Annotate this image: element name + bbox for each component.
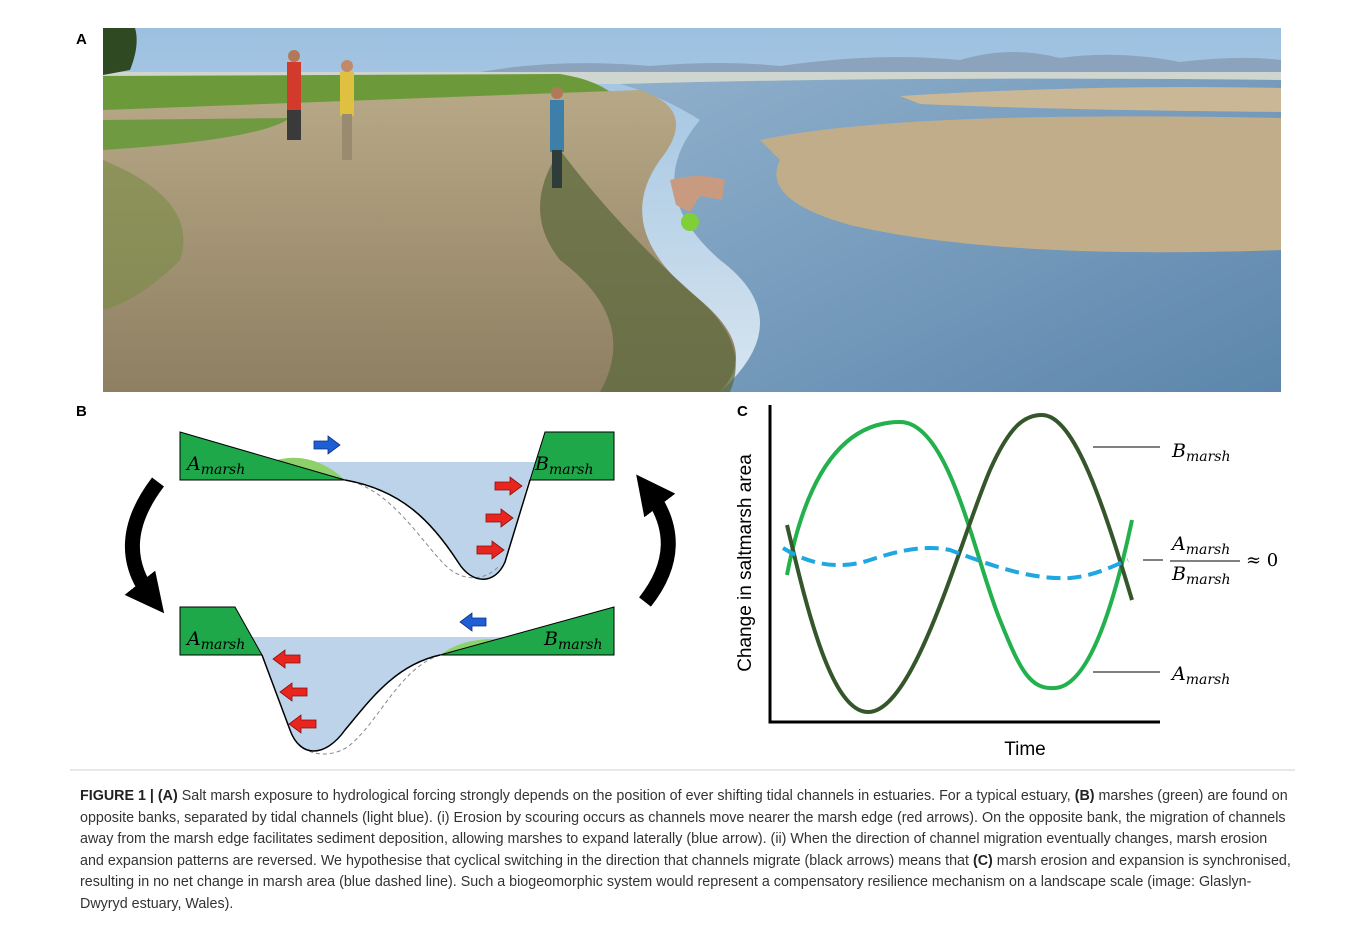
marsh-label: Amarsh	[185, 628, 245, 653]
symbol: B	[1171, 563, 1186, 585]
caption-text: marshes (green) are found on opposite ba…	[80, 788, 1288, 869]
marsh-label: Bmarsh	[543, 628, 602, 653]
x-axis-label: Time	[1004, 739, 1046, 760]
caption-bold: FIGURE 1 | (A)	[80, 788, 178, 804]
y-axis-label: Change in saltmarsh area	[735, 454, 756, 672]
symbol: A	[1170, 533, 1186, 555]
subscript: marsh	[549, 462, 594, 478]
panel-label: C	[737, 403, 748, 420]
symbol: A	[185, 628, 201, 650]
photo	[103, 28, 1281, 393]
figure-caption: FIGURE 1 | (A) Salt marsh exposure to hy…	[80, 786, 1295, 915]
ratio-denominator: Bmarsh	[1171, 563, 1230, 588]
subscript: marsh	[558, 637, 603, 653]
curve-label: Bmarsh	[1171, 440, 1230, 465]
concept-plot	[768, 405, 1240, 724]
subscript: marsh	[1186, 572, 1231, 588]
caption-text: Salt marsh exposure to hydrological forc…	[177, 788, 1075, 804]
subscript: marsh	[1186, 672, 1231, 688]
marsh-label: Bmarsh	[534, 453, 593, 478]
panel-label: B	[76, 403, 87, 420]
ratio-relation: ≈ 0	[1246, 550, 1278, 571]
subscript: marsh	[201, 637, 246, 653]
caption-bold: (B)	[1074, 788, 1095, 804]
channel-diagram	[124, 431, 676, 755]
marsh-label: Amarsh	[185, 453, 245, 478]
subscript: marsh	[1186, 542, 1231, 558]
curve-label: Amarsh	[1170, 663, 1230, 688]
symbol: B	[543, 628, 558, 650]
caption-text: marsh erosion and expansion is synchroni…	[80, 852, 1291, 912]
caption-bold: (C)	[972, 852, 993, 869]
symbol: A	[185, 453, 201, 475]
subscript: marsh	[1186, 449, 1231, 465]
symbol: A	[1170, 663, 1186, 685]
subscript: marsh	[201, 462, 246, 478]
ratio-numerator: Amarsh	[1170, 533, 1230, 558]
panel-label: A	[76, 31, 87, 48]
symbol: B	[1171, 440, 1186, 462]
symbol: B	[534, 453, 549, 475]
